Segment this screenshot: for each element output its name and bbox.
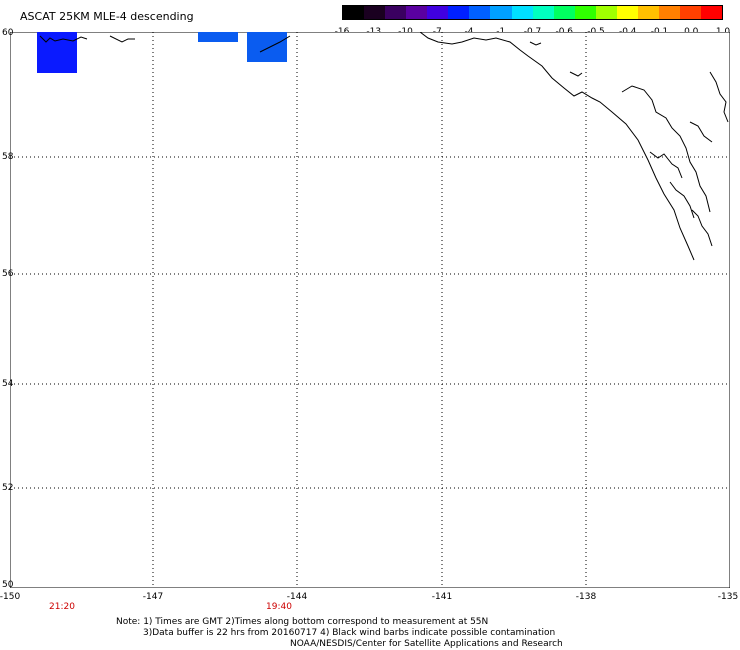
grid-lines bbox=[10, 32, 730, 588]
lat-label-60: 60 bbox=[2, 28, 14, 38]
colorbar-swatch-17 bbox=[701, 6, 723, 19]
colorbar-swatch-3 bbox=[406, 6, 428, 19]
time-label-2: 19:40 bbox=[266, 602, 292, 612]
time-label-1: 21:20 bbox=[49, 602, 75, 612]
lat-label-50: 50 bbox=[2, 580, 14, 590]
coastline bbox=[39, 32, 729, 261]
note-line-3: NOAA/NESDIS/Center for Satellite Applica… bbox=[290, 639, 563, 649]
colorbar-swatch-11 bbox=[574, 6, 596, 19]
colorbar-swatch-0 bbox=[343, 6, 365, 19]
note-line-2: 3)Data buffer is 22 hrs from 20160717 4)… bbox=[143, 628, 556, 638]
colorbar-swatch-5 bbox=[448, 6, 470, 19]
map-title: ASCAT 25KM MLE-4 descending bbox=[20, 10, 194, 23]
wind-patch-1 bbox=[37, 32, 77, 73]
lon-label-147: -147 bbox=[142, 592, 164, 602]
colorbar-swatch-14 bbox=[637, 6, 659, 19]
note-line-1: Note: 1) Times are GMT 2)Times along bot… bbox=[116, 617, 489, 627]
colorbar-swatch-2 bbox=[385, 6, 407, 19]
colorbar-swatch-12 bbox=[595, 6, 617, 19]
lon-label-144: -144 bbox=[286, 592, 308, 602]
lon-label-150: -150 bbox=[0, 592, 21, 602]
colorbar-swatch-9 bbox=[532, 6, 554, 19]
lat-label-56: 56 bbox=[2, 269, 14, 279]
lon-label-135: -135 bbox=[717, 592, 739, 602]
colorbar-swatch-4 bbox=[427, 6, 449, 19]
lat-label-54: 54 bbox=[2, 379, 14, 389]
colorbar bbox=[342, 5, 723, 20]
lon-label-138: -138 bbox=[575, 592, 597, 602]
colorbar-swatch-1 bbox=[364, 6, 386, 19]
colorbar-swatch-15 bbox=[658, 6, 680, 19]
colorbar-swatch-16 bbox=[680, 6, 702, 19]
colorbar-swatch-13 bbox=[616, 6, 638, 19]
colorbar-swatch-10 bbox=[553, 6, 575, 19]
lon-label-141: -141 bbox=[431, 592, 453, 602]
colorbar-swatch-7 bbox=[490, 6, 512, 19]
map-plot bbox=[10, 32, 730, 588]
colorbar-swatch-6 bbox=[469, 6, 491, 19]
lat-label-52: 52 bbox=[2, 483, 14, 493]
wind-patch-2 bbox=[198, 32, 238, 42]
lat-label-58: 58 bbox=[2, 152, 14, 162]
colorbar-swatch-8 bbox=[511, 6, 533, 19]
wind-patch-3 bbox=[247, 32, 287, 62]
